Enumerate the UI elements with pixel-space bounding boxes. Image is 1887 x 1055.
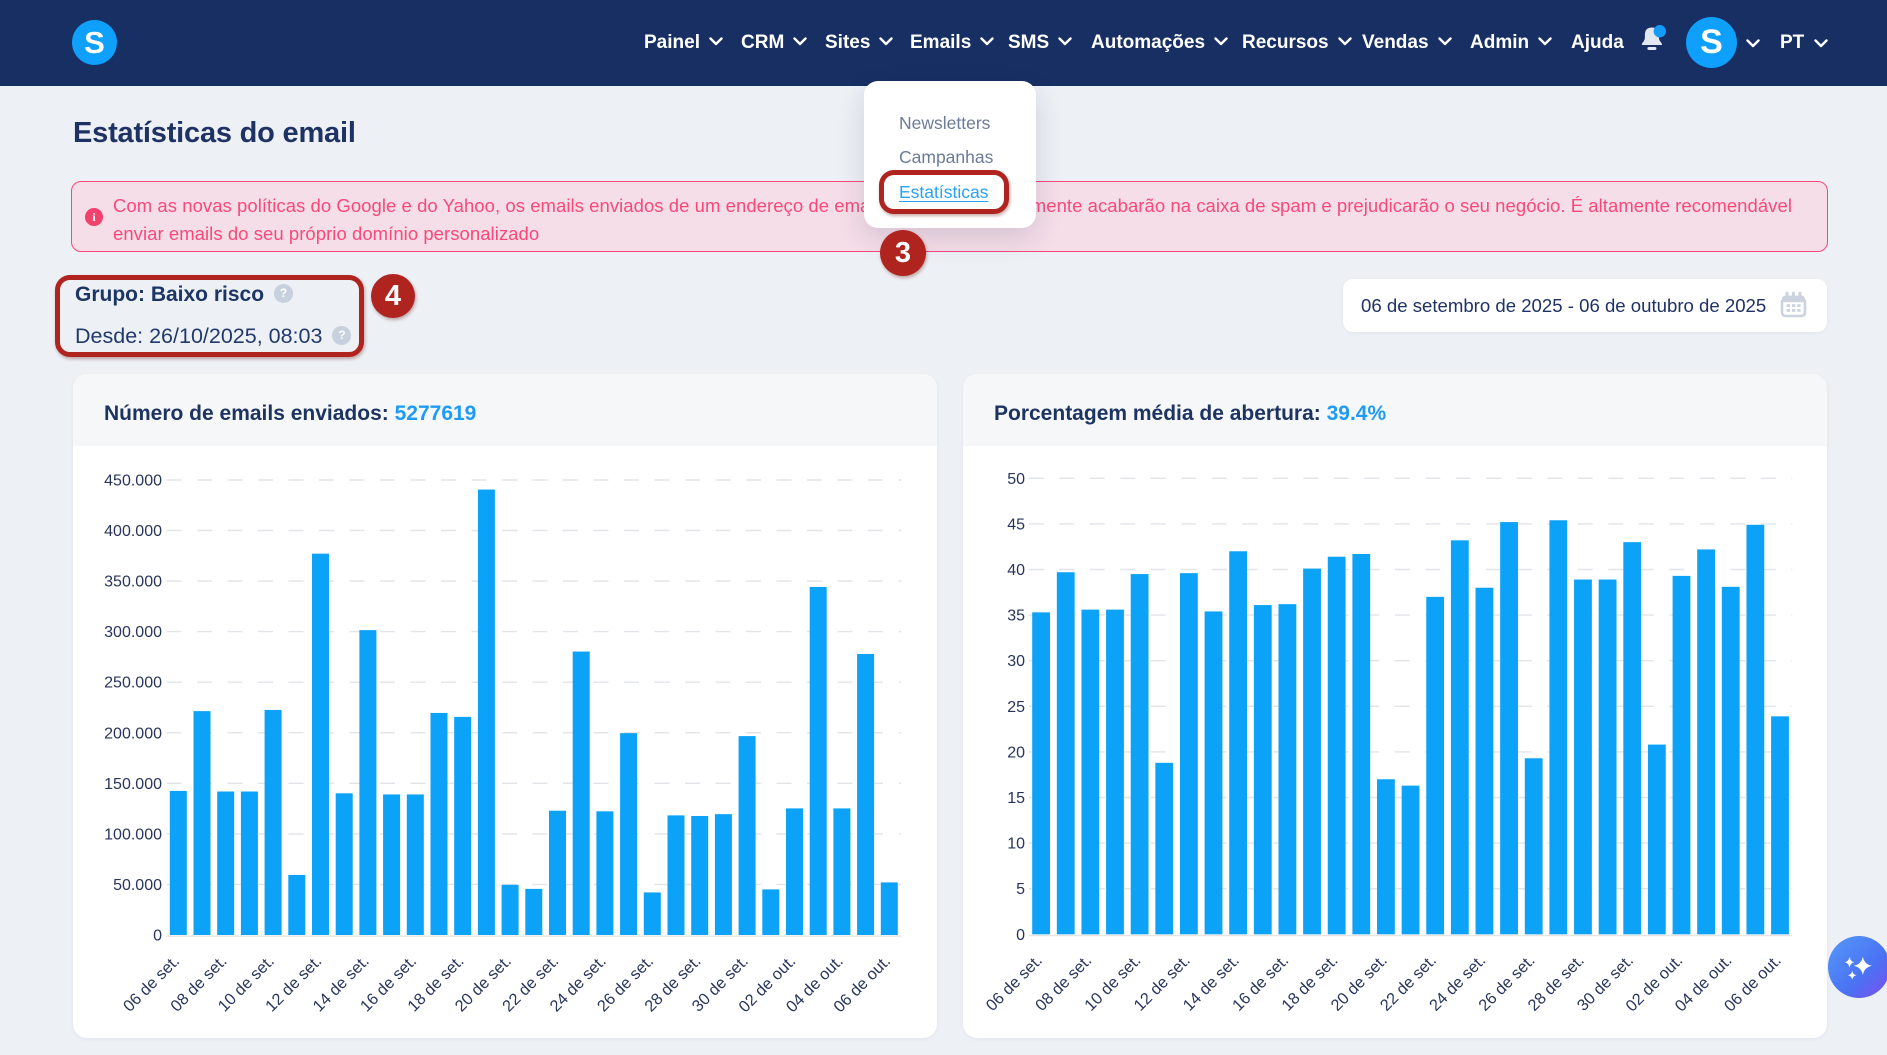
svg-text:300.000: 300.000	[104, 624, 162, 641]
svg-text:200.000: 200.000	[104, 725, 162, 742]
svg-text:0: 0	[153, 928, 162, 945]
svg-text:100.000: 100.000	[104, 826, 162, 843]
svg-text:50: 50	[1007, 471, 1025, 488]
svg-text:450.000: 450.000	[104, 473, 162, 490]
svg-text:5: 5	[1016, 881, 1025, 898]
svg-text:25: 25	[1007, 699, 1025, 716]
svg-text:350.000: 350.000	[104, 574, 162, 591]
svg-text:400.000: 400.000	[104, 523, 162, 540]
svg-text:250.000: 250.000	[104, 675, 162, 692]
svg-text:15: 15	[1007, 790, 1025, 807]
svg-text:0: 0	[1016, 927, 1025, 944]
svg-text:50.000: 50.000	[113, 877, 162, 894]
svg-text:30: 30	[1007, 653, 1025, 670]
svg-text:40: 40	[1007, 562, 1025, 579]
svg-text:35: 35	[1007, 608, 1025, 625]
svg-text:20: 20	[1007, 744, 1025, 761]
svg-text:10: 10	[1007, 836, 1025, 853]
svg-text:150.000: 150.000	[104, 776, 162, 793]
svg-text:45: 45	[1007, 516, 1025, 533]
